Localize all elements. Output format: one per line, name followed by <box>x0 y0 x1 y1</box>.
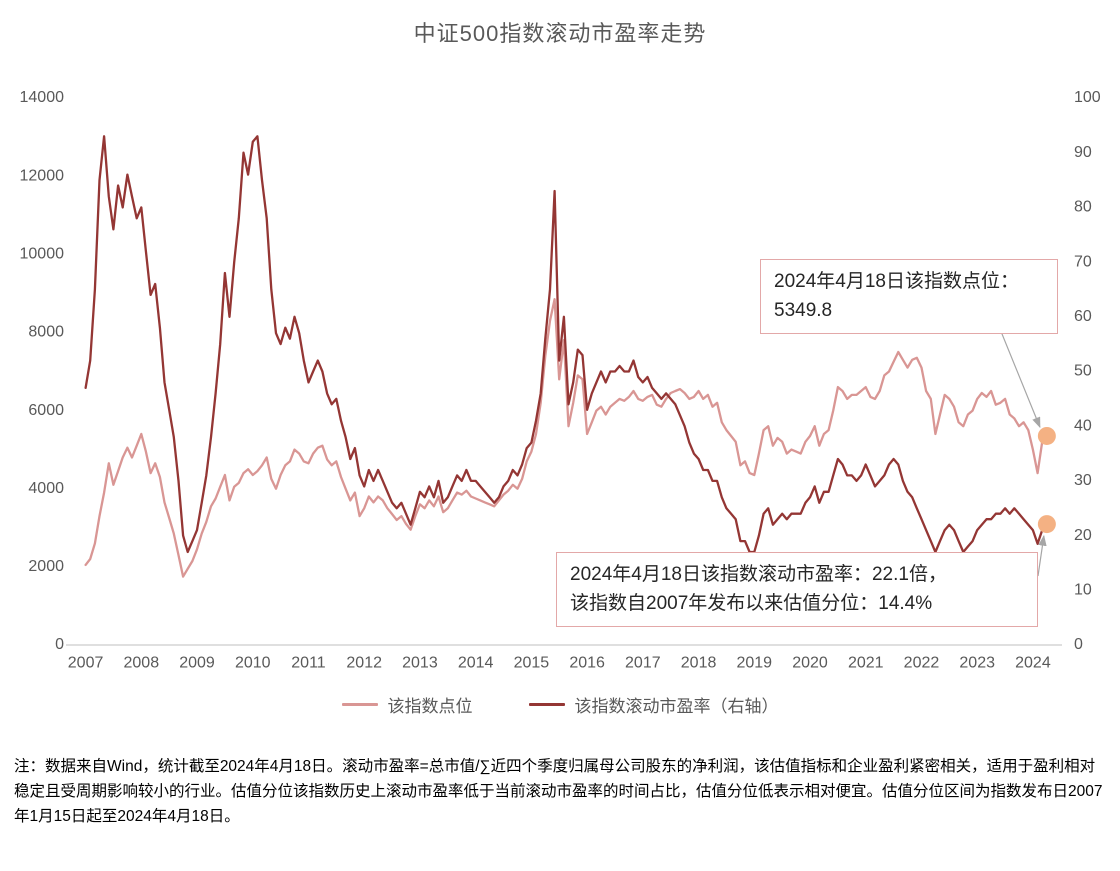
legend-item-pe: 该指数滚动市盈率（右轴） <box>528 692 779 717</box>
chart-title: 中证500指数滚动市盈率走势 <box>413 21 707 46</box>
svg-text:2013: 2013 <box>402 654 438 671</box>
svg-text:10000: 10000 <box>20 246 65 263</box>
svg-text:8000: 8000 <box>28 324 64 341</box>
svg-text:2012: 2012 <box>346 654 382 671</box>
svg-text:10: 10 <box>1074 582 1092 599</box>
svg-text:50: 50 <box>1074 363 1092 380</box>
pe-series-line <box>84 135 1049 554</box>
right-axis-labels: 0 10 20 30 40 50 60 70 80 90 100 <box>1074 89 1101 653</box>
annotation-pe-line1: 2024年4月18日该指数滚动市盈率：22.1倍， <box>570 564 947 585</box>
legend-label-index: 该指数点位 <box>387 696 473 716</box>
svg-text:30: 30 <box>1074 472 1092 489</box>
legend: 该指数点位 该指数滚动市盈率（右轴） <box>0 682 1120 726</box>
svg-text:2008: 2008 <box>124 654 160 671</box>
svg-text:2015: 2015 <box>514 654 550 671</box>
pe-annotation-leader-line <box>1037 534 1047 577</box>
svg-text:2024: 2024 <box>1015 654 1051 671</box>
pe-line-swatch-icon <box>528 702 565 706</box>
annotation-index-level: 2024年4月18日该指数点位： 5349.8 <box>760 259 1058 334</box>
svg-text:2010: 2010 <box>235 654 271 671</box>
svg-text:2021: 2021 <box>848 654 884 671</box>
svg-text:70: 70 <box>1074 253 1092 270</box>
annotation-index-line2: 5349.8 <box>774 300 833 322</box>
left-axis-labels: 0 2000 4000 6000 8000 10000 12000 14000 <box>20 89 65 653</box>
svg-text:0: 0 <box>55 636 64 653</box>
legend-item-index: 该指数点位 <box>341 692 473 717</box>
svg-text:2000: 2000 <box>28 558 64 575</box>
svg-text:2023: 2023 <box>959 654 995 671</box>
svg-text:12000: 12000 <box>20 167 65 184</box>
svg-text:2022: 2022 <box>904 654 940 671</box>
svg-text:0: 0 <box>1074 636 1083 653</box>
svg-text:2009: 2009 <box>179 654 215 671</box>
x-axis-labels: 2007 2008 2009 2010 2011 2012 2013 2014 2015 2016… <box>68 654 1051 671</box>
svg-text:2007: 2007 <box>68 654 104 671</box>
annotation-pe-ratio: 2024年4月18日该指数滚动市盈率：22.1倍， 该指数自2007年发布以来估… <box>556 552 1038 627</box>
svg-text:2017: 2017 <box>625 654 661 671</box>
svg-text:4000: 4000 <box>28 480 64 497</box>
svg-text:2014: 2014 <box>458 654 494 671</box>
svg-text:2018: 2018 <box>681 654 717 671</box>
chart-plot: 0 2000 4000 6000 8000 10000 12000 14000 0 10 20 30 4… <box>20 89 1101 671</box>
svg-text:14000: 14000 <box>20 89 65 106</box>
pe-endpoint-marker <box>1037 515 1056 534</box>
chart-area: 0 2000 4000 6000 8000 10000 12000 14000 0 10 20 30 4… <box>0 62 1120 682</box>
index-line-swatch-icon <box>341 702 378 706</box>
index-annotation-leader-line <box>999 328 1041 429</box>
svg-text:2011: 2011 <box>291 654 326 671</box>
svg-text:60: 60 <box>1074 308 1092 325</box>
index-series-line <box>84 298 1049 578</box>
svg-text:2019: 2019 <box>736 654 772 671</box>
svg-text:20: 20 <box>1074 527 1092 544</box>
annotation-pe-line2: 该指数自2007年发布以来估值分位：14.4% <box>570 593 933 615</box>
footnote: 注：数据来自Wind，统计截至2024年4月18日。滚动市盈率=总市值/∑近四个… <box>14 758 1103 826</box>
svg-text:6000: 6000 <box>28 402 64 419</box>
legend-label-pe: 该指数滚动市盈率（右轴） <box>574 696 779 716</box>
svg-text:2016: 2016 <box>569 654 605 671</box>
svg-text:90: 90 <box>1074 144 1092 161</box>
svg-text:100: 100 <box>1074 89 1101 106</box>
svg-text:80: 80 <box>1074 199 1092 216</box>
annotation-index-line1: 2024年4月18日该指数点位： <box>774 271 1019 292</box>
svg-text:40: 40 <box>1074 417 1092 434</box>
svg-text:2020: 2020 <box>792 654 828 671</box>
index-endpoint-marker <box>1037 426 1056 445</box>
